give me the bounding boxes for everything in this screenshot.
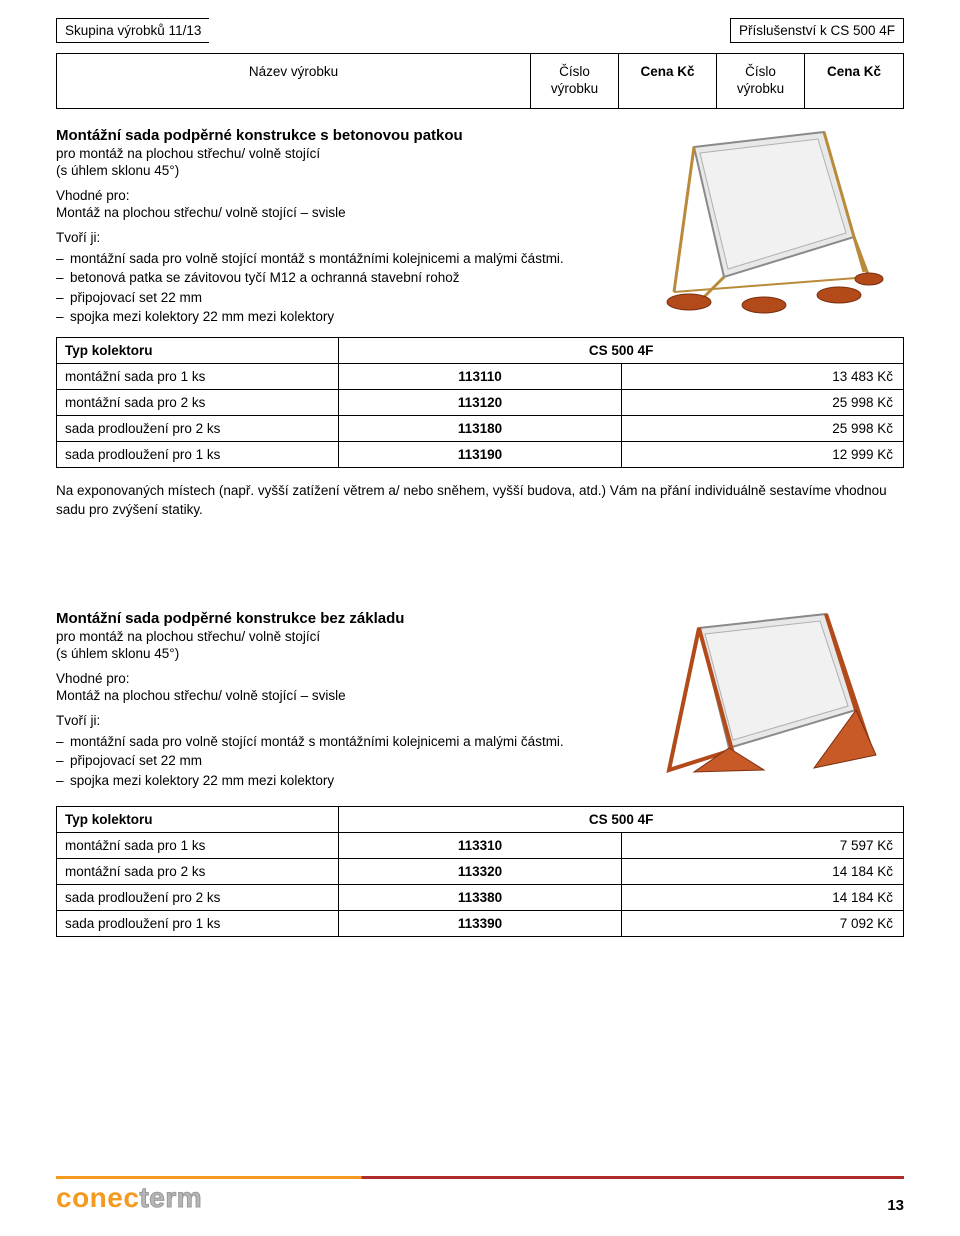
table2-header-col: CS 500 4F [339,807,904,833]
col-name-label: Název výrobku [57,54,531,108]
section-with-concrete-base: Montážní sada podpěrné konstrukce s beto… [56,127,904,520]
row-price: 7 092 Kč [621,911,903,937]
logo-part1: conec [56,1182,139,1213]
row-price: 14 184 Kč [621,859,903,885]
row-code: 113120 [339,390,621,416]
col-price-label-2: Cena Kč [805,54,903,108]
row-label: montážní sada pro 2 ks [57,859,339,885]
table2-header-main: Typ kolektoru [57,807,339,833]
table-row: sada prodloužení pro 1 ks 113190 12 999 … [57,442,904,468]
table-row: sada prodloužení pro 2 ks 113380 14 184 … [57,885,904,911]
row-label: montážní sada pro 1 ks [57,364,339,390]
row-price: 13 483 Kč [621,364,903,390]
row-code: 113190 [339,442,621,468]
table-row: sada prodloužení pro 1 ks 113390 7 092 K… [57,911,904,937]
col-price-label-1: Cena Kč [619,54,717,108]
row-price: 25 998 Kč [621,416,903,442]
table1-header-col: CS 500 4F [339,338,904,364]
section2-table: Typ kolektoru CS 500 4F montážní sada pr… [56,806,904,937]
group-label: Skupina výrobků 11/13 [56,18,209,43]
row-price: 7 597 Kč [621,833,903,859]
footer-rule [56,1176,904,1179]
table-row: montážní sada pro 2 ks 113320 14 184 Kč [57,859,904,885]
row-code: 113310 [339,833,621,859]
list-item: spojka mezi kolektory 22 mm mezi kolekto… [56,771,904,791]
logo: conecterm [56,1182,202,1214]
col-number-label-1: Číslo výrobku [531,54,619,108]
row-label: montážní sada pro 1 ks [57,833,339,859]
logo-part2: term [139,1182,202,1213]
row-label: sada prodloužení pro 2 ks [57,416,339,442]
list-item: montážní sada pro volně stojící montáž s… [56,249,904,269]
table-row: sada prodloužení pro 2 ks 113180 25 998 … [57,416,904,442]
row-price: 14 184 Kč [621,885,903,911]
row-price: 25 998 Kč [621,390,903,416]
table-row: montážní sada pro 1 ks 113310 7 597 Kč [57,833,904,859]
row-label: sada prodloužení pro 1 ks [57,911,339,937]
row-code: 113180 [339,416,621,442]
list-item: montážní sada pro volně stojící montáž s… [56,732,904,752]
table-row: montážní sada pro 1 ks 113110 13 483 Kč [57,364,904,390]
list-item: spojka mezi kolektory 22 mm mezi kolekto… [56,307,904,327]
section1-table: Typ kolektoru CS 500 4F montážní sada pr… [56,337,904,468]
section2-items: montážní sada pro volně stojící montáž s… [56,732,904,791]
page-number: 13 [887,1197,904,1214]
top-header: Skupina výrobků 11/13 Příslušenství k CS… [56,18,904,43]
table-row: montážní sada pro 2 ks 113120 25 998 Kč [57,390,904,416]
row-code: 113390 [339,911,621,937]
list-item: připojovací set 22 mm [56,751,904,771]
row-price: 12 999 Kč [621,442,903,468]
page-footer: conecterm 13 [56,1182,904,1214]
list-item: připojovací set 22 mm [56,288,904,308]
section1-items: montážní sada pro volně stojící montáž s… [56,249,904,327]
section-without-base: Montážní sada podpěrné konstrukce bez zá… [56,610,904,938]
row-code: 113320 [339,859,621,885]
column-header-row: Název výrobku Číslo výrobku Cena Kč Čísl… [56,53,904,109]
list-item: betonová patka se závitovou tyčí M12 a o… [56,268,904,288]
accessory-label: Příslušenství k CS 500 4F [730,18,904,43]
row-code: 113380 [339,885,621,911]
col-number-label-2: Číslo výrobku [717,54,805,108]
row-label: sada prodloužení pro 2 ks [57,885,339,911]
row-code: 113110 [339,364,621,390]
table1-header-main: Typ kolektoru [57,338,339,364]
row-label: sada prodloužení pro 1 ks [57,442,339,468]
section1-note: Na exponovaných místech (např. vyšší zat… [56,482,904,520]
row-label: montážní sada pro 2 ks [57,390,339,416]
